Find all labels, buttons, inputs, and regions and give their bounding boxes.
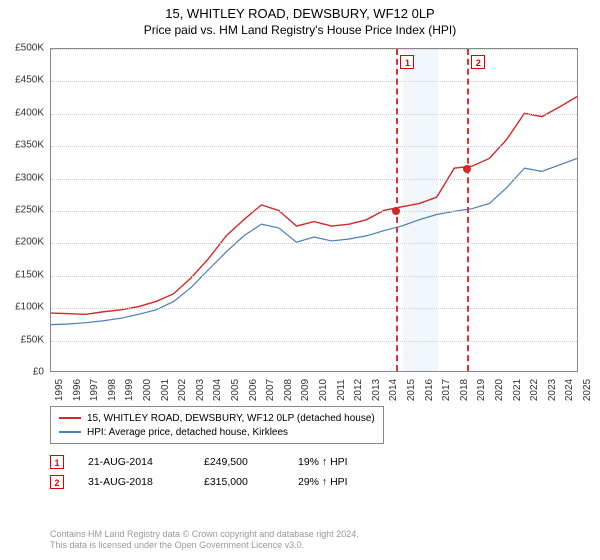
x-tick-label: 2022 bbox=[529, 379, 540, 401]
transaction-table: 1 21-AUG-2014 £249,500 19% ↑ HPI 2 31-AU… bbox=[50, 452, 348, 492]
x-tick-label: 2005 bbox=[230, 379, 241, 401]
legend: 15, WHITLEY ROAD, DEWSBURY, WF12 0LP (de… bbox=[50, 406, 384, 444]
chart-plot-area: 12 bbox=[50, 48, 578, 372]
transaction-vs-hpi: 29% ↑ HPI bbox=[298, 476, 348, 488]
price-marker bbox=[463, 165, 471, 173]
y-tick-label: £250K bbox=[0, 205, 44, 216]
event-flag: 1 bbox=[400, 55, 414, 69]
x-tick-label: 2014 bbox=[388, 379, 399, 401]
x-tick-label: 2002 bbox=[177, 379, 188, 401]
y-tick-label: £500K bbox=[0, 43, 44, 54]
x-tick-label: 2000 bbox=[142, 379, 153, 401]
series-line-hpi bbox=[51, 158, 577, 324]
y-tick-label: £100K bbox=[0, 302, 44, 313]
x-tick-label: 2015 bbox=[406, 379, 417, 401]
attribution-footer: Contains HM Land Registry data © Crown c… bbox=[50, 529, 359, 552]
x-tick-label: 2004 bbox=[212, 379, 223, 401]
x-tick-label: 2003 bbox=[195, 379, 206, 401]
event-flag: 2 bbox=[471, 55, 485, 69]
y-tick-label: £50K bbox=[0, 334, 44, 345]
x-tick-label: 1997 bbox=[89, 379, 100, 401]
transaction-row: 1 21-AUG-2014 £249,500 19% ↑ HPI bbox=[50, 452, 348, 472]
transaction-vs-hpi: 19% ↑ HPI bbox=[298, 456, 348, 468]
legend-label-hpi: HPI: Average price, detached house, Kirk… bbox=[87, 427, 288, 438]
legend-swatch-property bbox=[59, 417, 81, 419]
legend-label-property: 15, WHITLEY ROAD, DEWSBURY, WF12 0LP (de… bbox=[87, 413, 375, 424]
chart-title: 15, WHITLEY ROAD, DEWSBURY, WF12 0LP bbox=[0, 6, 600, 21]
x-tick-label: 2006 bbox=[248, 379, 259, 401]
footer-line-1: Contains HM Land Registry data © Crown c… bbox=[50, 529, 359, 541]
transaction-date: 21-AUG-2014 bbox=[88, 456, 180, 468]
series-line-property bbox=[51, 97, 577, 315]
x-tick-label: 2008 bbox=[283, 379, 294, 401]
x-tick-label: 1998 bbox=[107, 379, 118, 401]
x-tick-label: 2019 bbox=[476, 379, 487, 401]
y-tick-label: £450K bbox=[0, 75, 44, 86]
y-tick-label: £0 bbox=[0, 367, 44, 378]
legend-item-hpi: HPI: Average price, detached house, Kirk… bbox=[59, 425, 375, 439]
y-tick-label: £300K bbox=[0, 172, 44, 183]
x-tick-label: 2012 bbox=[353, 379, 364, 401]
x-tick-label: 2007 bbox=[265, 379, 276, 401]
event-line bbox=[467, 49, 469, 371]
transaction-price: £249,500 bbox=[204, 456, 274, 468]
y-tick-label: £350K bbox=[0, 140, 44, 151]
transaction-row: 2 31-AUG-2018 £315,000 29% ↑ HPI bbox=[50, 472, 348, 492]
x-tick-label: 2016 bbox=[424, 379, 435, 401]
y-tick-label: £150K bbox=[0, 269, 44, 280]
x-tick-label: 1996 bbox=[72, 379, 83, 401]
transaction-price: £315,000 bbox=[204, 476, 274, 488]
x-tick-label: 2013 bbox=[371, 379, 382, 401]
transaction-date: 31-AUG-2018 bbox=[88, 476, 180, 488]
x-tick-label: 2024 bbox=[564, 379, 575, 401]
y-tick-label: £400K bbox=[0, 107, 44, 118]
footer-line-2: This data is licensed under the Open Gov… bbox=[50, 540, 359, 552]
legend-swatch-hpi bbox=[59, 431, 81, 433]
x-tick-label: 2009 bbox=[300, 379, 311, 401]
y-tick-label: £200K bbox=[0, 237, 44, 248]
x-tick-label: 2001 bbox=[160, 379, 171, 401]
line-series-svg bbox=[51, 49, 577, 371]
x-tick-label: 2020 bbox=[494, 379, 505, 401]
price-marker bbox=[392, 207, 400, 215]
x-tick-label: 2010 bbox=[318, 379, 329, 401]
chart-subtitle: Price paid vs. HM Land Registry's House … bbox=[0, 23, 600, 37]
x-tick-label: 2025 bbox=[582, 379, 593, 401]
transaction-flag: 2 bbox=[50, 475, 64, 489]
x-tick-label: 2021 bbox=[512, 379, 523, 401]
x-tick-label: 2011 bbox=[336, 379, 347, 401]
x-tick-label: 2023 bbox=[547, 379, 558, 401]
legend-item-property: 15, WHITLEY ROAD, DEWSBURY, WF12 0LP (de… bbox=[59, 411, 375, 425]
transaction-flag: 1 bbox=[50, 455, 64, 469]
title-block: 15, WHITLEY ROAD, DEWSBURY, WF12 0LP Pri… bbox=[0, 0, 600, 39]
x-tick-label: 1995 bbox=[54, 379, 65, 401]
chart-container: 15, WHITLEY ROAD, DEWSBURY, WF12 0LP Pri… bbox=[0, 0, 600, 560]
x-tick-label: 2017 bbox=[441, 379, 452, 401]
x-tick-label: 1999 bbox=[124, 379, 135, 401]
x-tick-label: 2018 bbox=[459, 379, 470, 401]
